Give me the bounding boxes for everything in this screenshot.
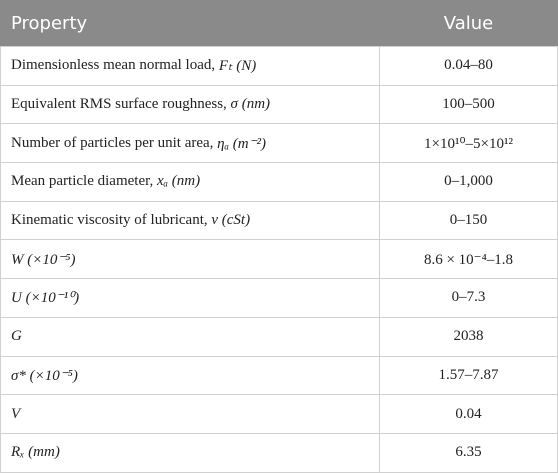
value-cell: 0–7.3 bbox=[380, 279, 558, 317]
table-row: G 2038 bbox=[0, 317, 558, 357]
property-symbol: σ* (×10⁻⁵) bbox=[11, 367, 78, 384]
property-symbol: ηₐ (m⁻²) bbox=[217, 135, 266, 152]
value-cell: 0.04–80 bbox=[380, 47, 558, 85]
property-label: Equivalent RMS surface roughness, bbox=[11, 96, 231, 113]
property-cell: Mean particle diameter, xₐ (nm) bbox=[0, 163, 380, 201]
value-cell: 0–1,000 bbox=[380, 163, 558, 201]
table-row: Rₓ (mm) 6.35 bbox=[0, 433, 558, 473]
table-row: σ* (×10⁻⁵) 1.57–7.87 bbox=[0, 356, 558, 396]
property-label: Mean particle diameter, bbox=[11, 173, 157, 190]
value-cell: 100–500 bbox=[380, 85, 558, 124]
table-row: Number of particles per unit area, ηₐ (m… bbox=[0, 124, 558, 164]
value-cell: 8.6 × 10⁻⁴–1.8 bbox=[380, 240, 558, 279]
header-cell: Value bbox=[380, 0, 558, 46]
property-cell: U (×10⁻¹⁰) bbox=[0, 279, 380, 317]
property-symbol: xₐ (nm) bbox=[157, 173, 201, 190]
table-row: U (×10⁻¹⁰) 0–7.3 bbox=[0, 279, 558, 318]
table-row: W (×10⁻⁵) 8.6 × 10⁻⁴–1.8 bbox=[0, 240, 558, 280]
property-cell: Dimensionless mean normal load, Fₜ (N) bbox=[0, 47, 380, 85]
property-symbol: G bbox=[11, 328, 22, 345]
value-cell: 1.57–7.87 bbox=[380, 356, 558, 395]
property-label: Number of particles per unit area, bbox=[11, 134, 218, 151]
property-symbol: Fₜ (N) bbox=[218, 58, 257, 75]
property-label: Dimensionless mean normal load, bbox=[11, 57, 219, 74]
property-symbol: σ (nm) bbox=[230, 96, 271, 113]
property-cell: σ* (×10⁻⁵) bbox=[0, 356, 380, 395]
property-symbol: W (×10⁻⁵) bbox=[11, 251, 76, 268]
header-row: Property Value bbox=[0, 0, 558, 47]
property-symbol: V bbox=[11, 405, 21, 422]
value-cell: 6.35 bbox=[380, 433, 558, 472]
property-cell: Equivalent RMS surface roughness, σ (nm) bbox=[0, 85, 380, 124]
property-symbol: ν (cSt) bbox=[211, 212, 251, 229]
table-row: Mean particle diameter, xₐ (nm) 0–1,000 bbox=[0, 163, 558, 202]
header-cell: Property bbox=[0, 0, 380, 46]
property-cell: W (×10⁻⁵) bbox=[0, 240, 380, 279]
value-cell: 0–150 bbox=[380, 201, 558, 240]
property-cell: G bbox=[0, 317, 380, 356]
table-row: Dimensionless mean normal load, Fₜ (N) 0.… bbox=[0, 47, 558, 86]
property-cell: Kinematic viscosity of lubricant, ν (cSt… bbox=[0, 201, 380, 240]
property-symbol: Rₓ (mm) bbox=[11, 444, 60, 461]
property-symbol: U (×10⁻¹⁰) bbox=[11, 290, 80, 307]
property-cell: Rₓ (mm) bbox=[0, 433, 380, 472]
table-row: Equivalent RMS surface roughness, σ (nm)… bbox=[0, 85, 558, 125]
value-cell: 1×10¹⁰–5×10¹² bbox=[380, 124, 558, 163]
value-cell: 0.04 bbox=[380, 395, 558, 433]
property-cell: V bbox=[0, 395, 380, 433]
table-row: V 0.04 bbox=[0, 395, 558, 434]
property-cell: Number of particles per unit area, ηₐ (m… bbox=[0, 124, 380, 163]
property-label: Kinematic viscosity of lubricant, bbox=[11, 212, 212, 229]
table-row: Kinematic viscosity of lubricant, ν (cSt… bbox=[0, 201, 558, 241]
value-cell: 2038 bbox=[380, 317, 558, 356]
